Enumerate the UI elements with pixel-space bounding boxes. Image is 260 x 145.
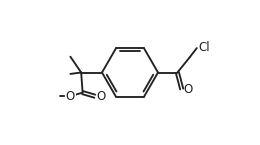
Text: O: O <box>184 83 193 96</box>
Text: Cl: Cl <box>199 41 210 54</box>
Text: O: O <box>97 90 106 103</box>
Text: O: O <box>66 90 75 103</box>
